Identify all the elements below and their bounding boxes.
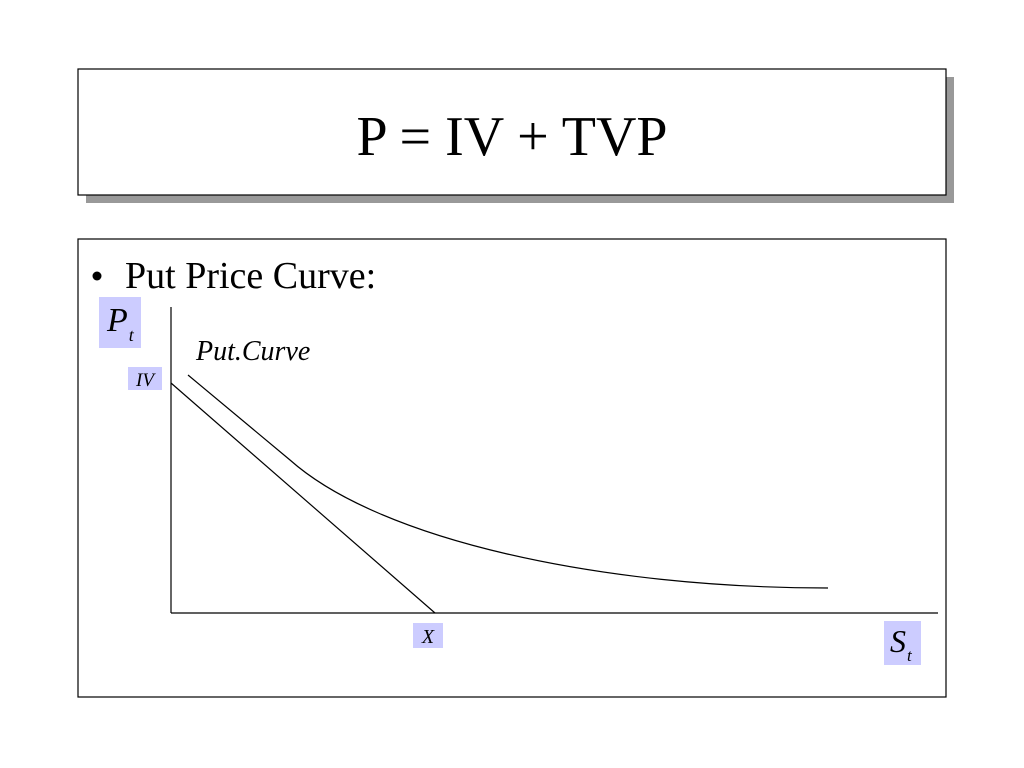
label-bg xyxy=(128,367,162,390)
y-axis-label-main: P xyxy=(106,302,128,339)
curve-label: Put.Curve xyxy=(195,336,310,367)
title: P = IV + TVP xyxy=(356,106,667,168)
x-label: X xyxy=(421,626,435,648)
y-axis-label: Pt xyxy=(106,302,135,345)
content-box xyxy=(77,238,947,698)
bullet-text: Put Price Curve: xyxy=(125,255,376,297)
intrinsic-value-line xyxy=(170,382,436,614)
title-box xyxy=(77,68,947,196)
label-bg xyxy=(413,623,443,648)
x-axis-label-sub: t xyxy=(907,646,913,665)
iv-label: IV xyxy=(135,370,156,391)
label-bg xyxy=(884,621,921,665)
bullet-dot xyxy=(92,271,102,281)
put-curve xyxy=(187,374,829,589)
x-axis-label-main: S xyxy=(890,623,906,659)
x-axis-label: St xyxy=(890,623,913,665)
label-bg xyxy=(99,297,141,348)
y-axis-label-sub: t xyxy=(129,325,135,345)
